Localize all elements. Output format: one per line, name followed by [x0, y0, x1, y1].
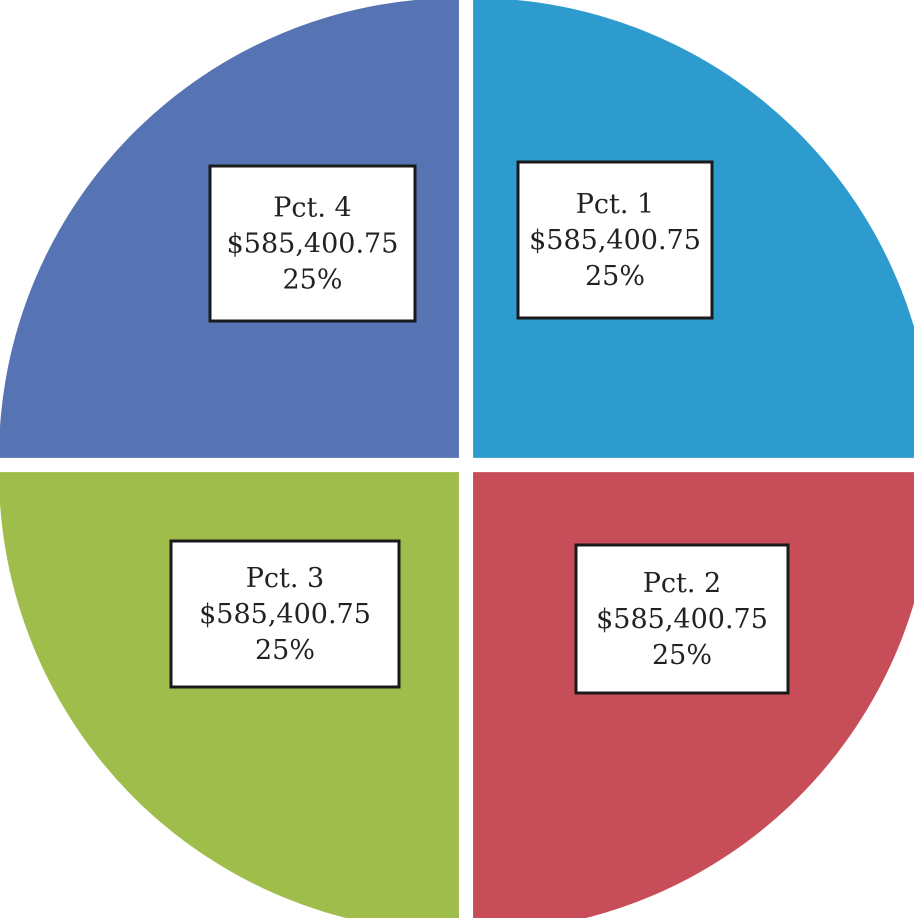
pie-labels: Pct. 1 $585,400.75 25% Pct. 2 $585,400.75 25%… [169, 160, 790, 695]
label-box [516, 160, 714, 320]
slice-percent: 25% [585, 261, 645, 292]
slice-name: Pct. 1 [576, 189, 654, 220]
slice-percent: 25% [255, 635, 315, 666]
slice-percent: 25% [652, 640, 712, 671]
slice-name: Pct. 3 [246, 563, 324, 594]
slice-label-2: Pct. 2 $585,400.75 25% [574, 543, 790, 695]
label-box [574, 543, 790, 695]
slice-label-3: Pct. 3 $585,400.75 25% [169, 539, 401, 689]
slice-label-4: Pct. 4 $585,400.75 25% [208, 164, 417, 323]
slice-name: Pct. 2 [643, 568, 721, 599]
slice-percent: 25% [282, 265, 342, 296]
slice-amount: $585,400.75 [227, 229, 399, 260]
label-box [169, 539, 401, 689]
slice-name: Pct. 4 [273, 193, 351, 224]
slice-amount: $585,400.75 [596, 604, 768, 635]
slice-amount: $585,400.75 [199, 599, 371, 630]
pie-slice-3 [0, 472, 459, 918]
slice-amount: $585,400.75 [529, 225, 701, 256]
pie-slice-2 [473, 472, 914, 918]
slice-label-1: Pct. 1 $585,400.75 25% [516, 160, 714, 320]
label-box [208, 164, 417, 323]
